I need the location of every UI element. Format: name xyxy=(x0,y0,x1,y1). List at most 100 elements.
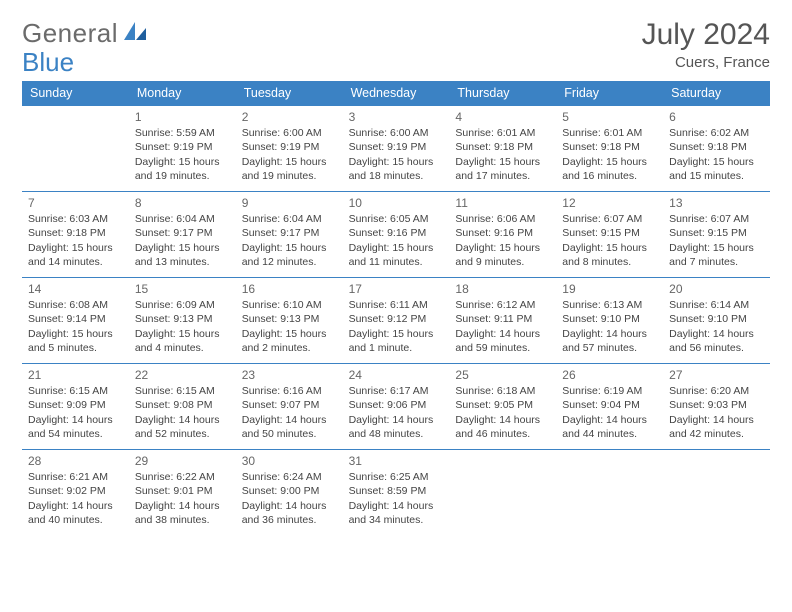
day-number: 26 xyxy=(562,367,657,383)
sunset-line: Sunset: 9:11 PM xyxy=(455,312,550,326)
day-number: 19 xyxy=(562,281,657,297)
weekday-header: Tuesday xyxy=(236,81,343,105)
sunrise-line: Sunrise: 6:12 AM xyxy=(455,298,550,312)
sunset-line: Sunset: 9:18 PM xyxy=(669,140,764,154)
day-number: 7 xyxy=(28,195,123,211)
day-cell: 14Sunrise: 6:08 AMSunset: 9:14 PMDayligh… xyxy=(22,277,129,363)
sunset-line: Sunset: 9:18 PM xyxy=(562,140,657,154)
day-cell: 22Sunrise: 6:15 AMSunset: 9:08 PMDayligh… xyxy=(129,363,236,449)
sunset-line: Sunset: 9:19 PM xyxy=(242,140,337,154)
day-cell: 25Sunrise: 6:18 AMSunset: 9:05 PMDayligh… xyxy=(449,363,556,449)
sunset-line: Sunset: 9:06 PM xyxy=(349,398,444,412)
day-number: 9 xyxy=(242,195,337,211)
month-title: July 2024 xyxy=(642,18,770,52)
sunset-line: Sunset: 9:19 PM xyxy=(349,140,444,154)
sunrise-line: Sunrise: 6:07 AM xyxy=(669,212,764,226)
sunset-line: Sunset: 9:08 PM xyxy=(135,398,230,412)
location-label: Cuers, France xyxy=(642,54,770,71)
day-number: 11 xyxy=(455,195,550,211)
daylight-line: Daylight: 15 hours and 1 minute. xyxy=(349,327,444,355)
daylight-line: Daylight: 15 hours and 15 minutes. xyxy=(669,155,764,183)
weekday-header: Saturday xyxy=(663,81,770,105)
day-cell: 10Sunrise: 6:05 AMSunset: 9:16 PMDayligh… xyxy=(343,191,450,277)
day-number: 18 xyxy=(455,281,550,297)
logo-text-2: Blue xyxy=(22,47,74,77)
daylight-line: Daylight: 15 hours and 8 minutes. xyxy=(562,241,657,269)
day-number: 1 xyxy=(135,109,230,125)
day-cell: 8Sunrise: 6:04 AMSunset: 9:17 PMDaylight… xyxy=(129,191,236,277)
sunset-line: Sunset: 9:10 PM xyxy=(669,312,764,326)
daylight-line: Daylight: 15 hours and 2 minutes. xyxy=(242,327,337,355)
sunrise-line: Sunrise: 6:15 AM xyxy=(28,384,123,398)
sunrise-line: Sunrise: 6:16 AM xyxy=(242,384,337,398)
empty-cell xyxy=(22,105,129,191)
day-number: 31 xyxy=(349,453,444,469)
day-number: 14 xyxy=(28,281,123,297)
sunrise-line: Sunrise: 5:59 AM xyxy=(135,126,230,140)
sunrise-line: Sunrise: 6:10 AM xyxy=(242,298,337,312)
weekday-header: Friday xyxy=(556,81,663,105)
sunset-line: Sunset: 8:59 PM xyxy=(349,484,444,498)
day-cell: 21Sunrise: 6:15 AMSunset: 9:09 PMDayligh… xyxy=(22,363,129,449)
weekday-header: Monday xyxy=(129,81,236,105)
sunrise-line: Sunrise: 6:15 AM xyxy=(135,384,230,398)
sunrise-line: Sunrise: 6:03 AM xyxy=(28,212,123,226)
day-cell: 23Sunrise: 6:16 AMSunset: 9:07 PMDayligh… xyxy=(236,363,343,449)
sunrise-line: Sunrise: 6:22 AM xyxy=(135,470,230,484)
day-cell: 13Sunrise: 6:07 AMSunset: 9:15 PMDayligh… xyxy=(663,191,770,277)
day-cell: 1Sunrise: 5:59 AMSunset: 9:19 PMDaylight… xyxy=(129,105,236,191)
sunrise-line: Sunrise: 6:07 AM xyxy=(562,212,657,226)
daylight-line: Daylight: 14 hours and 48 minutes. xyxy=(349,413,444,441)
day-cell: 18Sunrise: 6:12 AMSunset: 9:11 PMDayligh… xyxy=(449,277,556,363)
day-cell: 31Sunrise: 6:25 AMSunset: 8:59 PMDayligh… xyxy=(343,449,450,535)
sunset-line: Sunset: 9:14 PM xyxy=(28,312,123,326)
sunset-line: Sunset: 9:12 PM xyxy=(349,312,444,326)
day-cell: 12Sunrise: 6:07 AMSunset: 9:15 PMDayligh… xyxy=(556,191,663,277)
sunset-line: Sunset: 9:13 PM xyxy=(242,312,337,326)
day-number: 25 xyxy=(455,367,550,383)
daylight-line: Daylight: 15 hours and 5 minutes. xyxy=(28,327,123,355)
daylight-line: Daylight: 15 hours and 14 minutes. xyxy=(28,241,123,269)
logo-sail-icon xyxy=(122,18,148,49)
sunset-line: Sunset: 9:00 PM xyxy=(242,484,337,498)
daylight-line: Daylight: 14 hours and 42 minutes. xyxy=(669,413,764,441)
sunrise-line: Sunrise: 6:09 AM xyxy=(135,298,230,312)
day-cell: 26Sunrise: 6:19 AMSunset: 9:04 PMDayligh… xyxy=(556,363,663,449)
weekday-header: Wednesday xyxy=(343,81,450,105)
sunrise-line: Sunrise: 6:25 AM xyxy=(349,470,444,484)
day-number: 24 xyxy=(349,367,444,383)
daylight-line: Daylight: 15 hours and 11 minutes. xyxy=(349,241,444,269)
empty-cell xyxy=(556,449,663,535)
day-cell: 24Sunrise: 6:17 AMSunset: 9:06 PMDayligh… xyxy=(343,363,450,449)
sunrise-line: Sunrise: 6:17 AM xyxy=(349,384,444,398)
day-number: 20 xyxy=(669,281,764,297)
daylight-line: Daylight: 14 hours and 54 minutes. xyxy=(28,413,123,441)
day-number: 2 xyxy=(242,109,337,125)
day-number: 15 xyxy=(135,281,230,297)
day-number: 28 xyxy=(28,453,123,469)
sunrise-line: Sunrise: 6:06 AM xyxy=(455,212,550,226)
page-header: General July 2024 Cuers, France xyxy=(22,18,770,71)
sunset-line: Sunset: 9:16 PM xyxy=(455,226,550,240)
sunset-line: Sunset: 9:18 PM xyxy=(455,140,550,154)
day-number: 3 xyxy=(349,109,444,125)
day-cell: 19Sunrise: 6:13 AMSunset: 9:10 PMDayligh… xyxy=(556,277,663,363)
sunset-line: Sunset: 9:18 PM xyxy=(28,226,123,240)
sunrise-line: Sunrise: 6:14 AM xyxy=(669,298,764,312)
sunrise-line: Sunrise: 6:04 AM xyxy=(242,212,337,226)
sunrise-line: Sunrise: 6:18 AM xyxy=(455,384,550,398)
daylight-line: Daylight: 15 hours and 4 minutes. xyxy=(135,327,230,355)
day-number: 22 xyxy=(135,367,230,383)
daylight-line: Daylight: 15 hours and 7 minutes. xyxy=(669,241,764,269)
day-number: 8 xyxy=(135,195,230,211)
daylight-line: Daylight: 14 hours and 59 minutes. xyxy=(455,327,550,355)
daylight-line: Daylight: 14 hours and 34 minutes. xyxy=(349,499,444,527)
day-number: 5 xyxy=(562,109,657,125)
sunset-line: Sunset: 9:04 PM xyxy=(562,398,657,412)
logo-text-1: General xyxy=(22,18,118,49)
daylight-line: Daylight: 14 hours and 38 minutes. xyxy=(135,499,230,527)
daylight-line: Daylight: 14 hours and 57 minutes. xyxy=(562,327,657,355)
day-cell: 27Sunrise: 6:20 AMSunset: 9:03 PMDayligh… xyxy=(663,363,770,449)
sunrise-line: Sunrise: 6:08 AM xyxy=(28,298,123,312)
title-block: July 2024 Cuers, France xyxy=(642,18,770,71)
